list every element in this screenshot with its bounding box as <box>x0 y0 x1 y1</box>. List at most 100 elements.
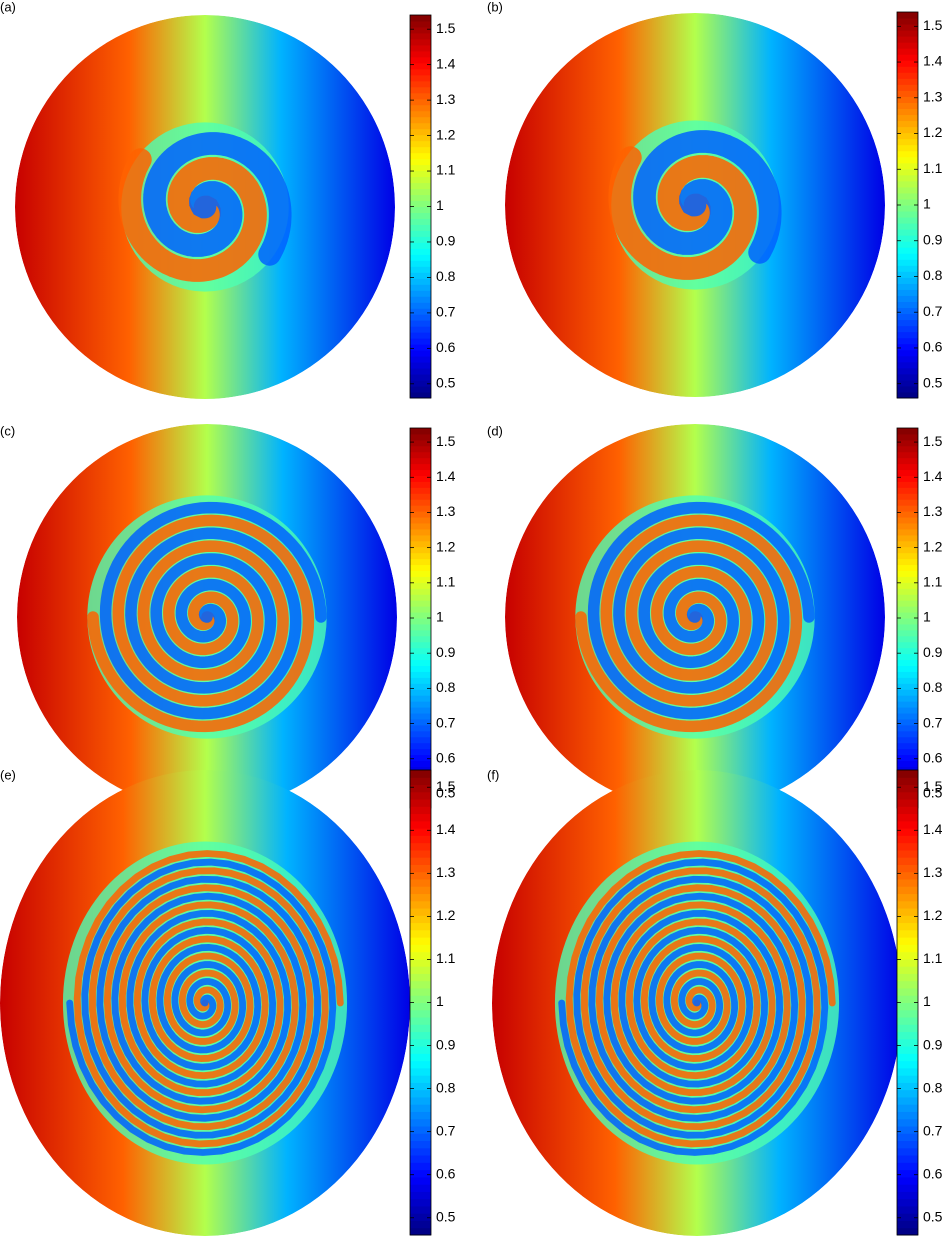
colorbar-cell <box>410 1155 431 1163</box>
colorbar-cell <box>897 48 918 55</box>
colorbar-cell <box>897 724 918 732</box>
colorbar-cell <box>897 433 918 441</box>
colorbar-cell <box>410 140 431 148</box>
colorbar-cell <box>410 736 431 744</box>
colorbar-cell <box>897 1060 918 1069</box>
colorbar-cell <box>410 552 431 560</box>
colorbar-cell <box>897 126 918 134</box>
colorbar-cell <box>897 760 918 767</box>
colorbar-tick-label: 1 <box>436 993 444 1009</box>
colorbar-cell <box>897 367 918 375</box>
colorbar-tick-label: 1.1 <box>923 160 943 176</box>
colorbar-tick-label: 0.5 <box>436 1208 456 1224</box>
colorbar-cell <box>897 540 918 548</box>
colorbar-cell <box>410 558 431 566</box>
colorbar-tick-label: 0.5 <box>923 785 943 801</box>
colorbar-cell <box>897 36 918 43</box>
colorbar-cell <box>410 98 431 106</box>
colorbar-cell <box>410 528 431 536</box>
colorbar-cell <box>897 337 918 345</box>
colorbar-cell <box>897 995 918 1003</box>
colorbar-cell <box>897 1213 918 1221</box>
colorbar-cell <box>897 319 918 327</box>
colorbar-cell <box>897 1184 918 1192</box>
colorbar-cell <box>897 108 918 116</box>
colorbar-cell <box>410 1213 431 1221</box>
colorbar-cell <box>410 1111 431 1120</box>
colorbar-cell <box>897 60 918 67</box>
colorbar-cell <box>410 158 431 166</box>
colorbar-cell <box>897 66 918 73</box>
colorbar-cell <box>897 1169 918 1178</box>
colorbar-cell <box>897 671 918 678</box>
colorbar-cell <box>897 600 918 607</box>
colorbar-cell <box>410 439 431 447</box>
colorbar-cell <box>410 784 431 793</box>
colorbar-tick-label: 0.6 <box>436 339 456 355</box>
colorbar-cell <box>410 1067 431 1076</box>
colorbar-cell <box>897 487 918 494</box>
colorbar-cell <box>897 987 918 996</box>
colorbar-cell <box>410 600 431 607</box>
colorbar-cell <box>897 791 918 800</box>
colorbar-cell <box>410 86 431 94</box>
colorbar-cell <box>410 1009 431 1018</box>
colorbar-cell <box>410 1162 431 1171</box>
colorbar-cell <box>897 558 918 566</box>
colorbar-cell <box>410 146 431 154</box>
colorbar-cell <box>410 629 431 637</box>
colorbar-cell <box>410 206 431 213</box>
colorbar-cell <box>410 128 431 136</box>
colorbar-cell <box>897 594 918 601</box>
colorbar-cell <box>410 1089 431 1098</box>
colorbar-cell <box>410 842 431 851</box>
colorbar-tick-label: 1.1 <box>436 162 456 178</box>
colorbar-cell <box>897 951 918 960</box>
colorbar-cell <box>897 24 918 31</box>
colorbar-cell <box>410 944 431 953</box>
colorbar-cell <box>897 132 918 140</box>
colorbar-cell <box>410 260 431 267</box>
colorbar-cell <box>410 230 431 237</box>
colorbar-cell <box>897 511 918 518</box>
colorbar-cell <box>897 937 918 945</box>
colorbar-cell <box>897 54 918 61</box>
colorbar-cell <box>410 493 431 500</box>
colorbar-cell <box>897 576 918 583</box>
colorbar-cell <box>410 475 431 482</box>
colorbar-tick-label: 0.9 <box>436 233 456 249</box>
colorbar-cell <box>897 223 918 230</box>
colorbar-cell <box>897 1082 918 1091</box>
spiral-arm <box>66 858 337 1156</box>
colorbar-cell <box>897 871 918 880</box>
colorbar-cell <box>410 505 431 512</box>
colorbar-cell <box>410 754 431 761</box>
colorbar-cell <box>410 487 431 494</box>
colorbar-cell <box>410 689 431 696</box>
colorbar-cell <box>897 944 918 953</box>
colorbar-cell <box>897 289 918 296</box>
colorbar-cell <box>897 18 918 25</box>
colorbar-cell <box>410 236 431 243</box>
colorbar-cell <box>410 922 431 931</box>
colorbar-tick-label: 1 <box>923 196 931 212</box>
spiral-arm <box>118 148 267 282</box>
colorbar-cell <box>410 152 431 160</box>
colorbar-cell <box>410 463 431 471</box>
colorbar-cell <box>410 849 431 858</box>
colorbar-cell <box>897 893 918 902</box>
colorbar-cell <box>410 1024 431 1033</box>
colorbar-cell <box>410 517 431 524</box>
colorbar-cell <box>897 96 918 103</box>
colorbar-cell <box>410 308 431 315</box>
colorbar-cell <box>897 1104 918 1112</box>
colorbar-cell <box>897 1031 918 1040</box>
spiral-arm <box>87 514 315 733</box>
colorbar-cell <box>897 138 918 146</box>
colorbar-cell <box>410 15 431 22</box>
colorbar-cell <box>410 1220 431 1229</box>
colorbar-cell <box>897 736 918 744</box>
colorbar-cell <box>410 433 431 441</box>
colorbar-cell <box>410 314 431 321</box>
